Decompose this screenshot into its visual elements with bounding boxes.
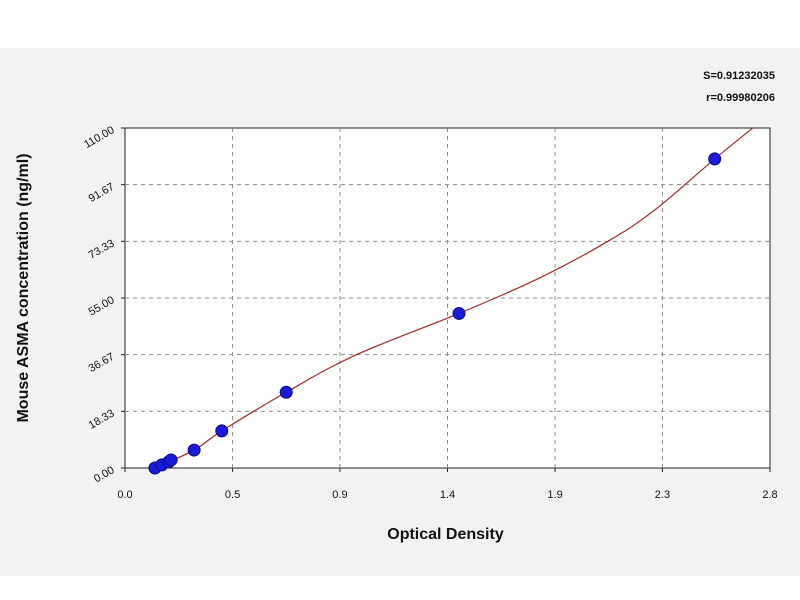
- y-tick-label: 36.67: [87, 351, 117, 375]
- x-tick-label: 1.4: [440, 489, 455, 501]
- data-point: [187, 443, 201, 457]
- x-tick-label: 2.8: [762, 489, 777, 501]
- y-tick-label: 18.33: [87, 408, 117, 432]
- y-tick-label: 91.67: [87, 181, 117, 205]
- data-point: [452, 306, 466, 320]
- y-tick-label: 110.00: [82, 124, 116, 151]
- data-points: [148, 152, 722, 475]
- x-axis-title: Optical Density: [387, 526, 504, 543]
- s-statistic: S=0.91232035: [703, 70, 775, 82]
- x-tick-label: 1.9: [547, 489, 562, 501]
- y-tick-label: 55.00: [87, 294, 117, 318]
- data-point: [708, 152, 722, 166]
- x-tick-label: 0.9: [332, 489, 347, 501]
- chart: 0.0 0.5 0.9 1.4 1.9 2.3 2.8 0.00 18.33 36.67 55.00…: [15, 70, 778, 543]
- r-statistic: r=0.99980206: [706, 92, 775, 104]
- data-point: [215, 424, 229, 438]
- data-point: [279, 385, 293, 399]
- x-tick-label: 2.3: [655, 489, 670, 501]
- x-tick-label: 0.0: [117, 489, 132, 501]
- y-axis-title: Mouse ASMA concentration (ng/ml): [15, 153, 32, 422]
- y-tick-label: 73.33: [87, 238, 117, 262]
- data-point: [164, 453, 178, 467]
- grid: [125, 128, 770, 468]
- y-tick-label: 0.00: [92, 464, 117, 485]
- chart-panel: 0.0 0.5 0.9 1.4 1.9 2.3 2.8 0.00 18.33 36.67 55.00…: [0, 48, 800, 576]
- x-tick-label: 0.5: [225, 489, 240, 501]
